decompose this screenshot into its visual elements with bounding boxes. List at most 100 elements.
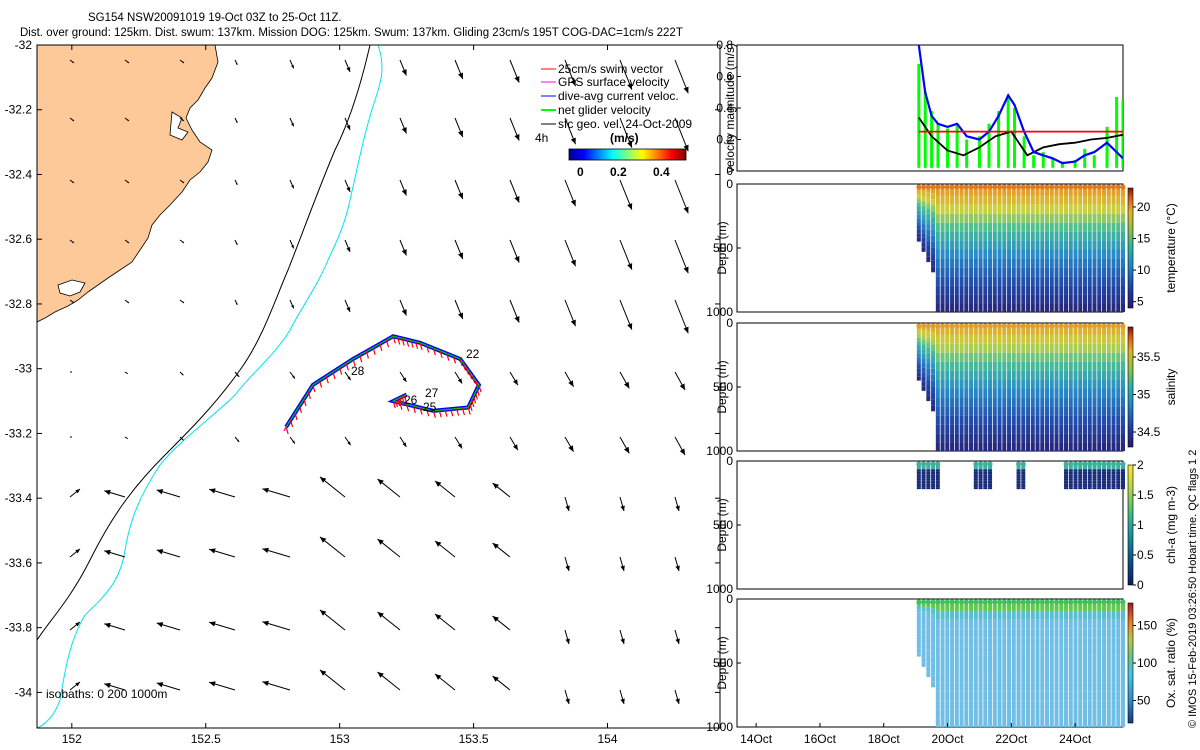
track-label-27: 27: [425, 386, 439, 400]
copyright-note: © IMOS 15-Feb-2019 03:26:50 Hobart time.…: [1187, 450, 1199, 728]
section-surface-marker-oxygen: [1006, 599, 1012, 605]
colorbar-tick-label-oxygen: 50: [1137, 694, 1151, 708]
swim-vector: [478, 384, 482, 393]
swim-vector: [399, 397, 403, 405]
geo-velocity-arrowhead: [182, 301, 184, 303]
section-surface-marker-salinity: [1054, 323, 1060, 329]
section-surface-marker-temperature: [987, 184, 993, 190]
section-surface-marker-oxygen: [978, 599, 984, 605]
legend-label-dac: dive-avg current veloc.: [558, 89, 679, 103]
map-xtick-label: 153: [330, 732, 350, 746]
section-surface-marker-oxygen: [992, 599, 998, 605]
geo-velocity-arrowhead: [182, 119, 184, 121]
swim-vector: [426, 408, 430, 417]
map-legend: 25cm/s swim vector GPS surface velocity …: [535, 62, 692, 179]
legend-label-gps: GPS surface velocity: [558, 75, 669, 89]
section-surface-marker-temperature: [925, 184, 931, 190]
section-surface-marker-salinity: [1006, 323, 1012, 329]
geo-velocity-arrowhead: [402, 442, 407, 447]
swim-vector: [473, 396, 477, 404]
section-ytick-label: 500: [713, 380, 733, 394]
geo-velocity-arrowhead: [675, 698, 680, 704]
section-surface-marker-oxygen: [954, 599, 960, 605]
geo-velocity-arrowhead: [235, 302, 238, 305]
section-surface-marker-salinity: [925, 323, 931, 329]
swim-vector: [285, 426, 289, 435]
swim-vector: [359, 355, 363, 363]
geo-velocity-arrowhead: [319, 536, 327, 543]
swim-vector: [446, 353, 450, 361]
section-surface-marker-temperature: [1001, 184, 1007, 190]
section-ytick-label: 1000: [706, 582, 733, 596]
swim-vector: [462, 363, 466, 371]
colorbar-tick-label-salinity: 34.5: [1137, 425, 1161, 439]
swim-vector: [379, 343, 383, 352]
swim-vector: [397, 337, 401, 345]
geo-velocity-arrowhead: [72, 181, 74, 183]
time-tick-label: 24Oct: [1059, 732, 1092, 746]
section-surface-marker-salinity: [973, 323, 979, 329]
section-surface-marker-temperature: [1077, 184, 1083, 190]
geo-velocity-arrowhead: [75, 549, 80, 554]
velocity-ytick-label: 0: [726, 164, 733, 178]
section-surface-marker-salinity: [1082, 323, 1088, 329]
section-surface-marker-salinity: [930, 323, 936, 329]
section-surface-marker-temperature: [935, 184, 941, 190]
colorbar-tick-0.2: 0.2: [610, 165, 627, 179]
section-ylabel-salinity: Depth (m): [715, 360, 729, 413]
section-surface-marker-oxygen: [916, 599, 922, 605]
map-xtick-label: 152.5: [191, 732, 221, 746]
section-surface-marker-oxygen: [1039, 599, 1045, 605]
geo-velocity-arrowhead: [262, 680, 269, 687]
section-surface-marker-temperature: [1035, 184, 1041, 190]
section-surface-marker-oxygen: [944, 599, 950, 605]
swim-vector: [339, 367, 343, 375]
geo-velocity-arrowhead: [492, 483, 499, 489]
section-surface-marker-temperature: [1106, 184, 1112, 190]
velocity-line-sfc-geo-vel-: [918, 116, 1123, 157]
geo-velocity-arrowhead: [457, 443, 463, 449]
geo-velocity-arrowhead: [377, 671, 384, 678]
section-surface-marker-oxygen: [1087, 599, 1093, 605]
section-surface-marker-oxygen: [930, 599, 936, 605]
map-xtick-label: 152: [62, 732, 82, 746]
map-frame: [36, 44, 721, 729]
geo-velocity-arrowhead: [182, 181, 184, 183]
geo-velocity-arrowhead: [346, 186, 351, 192]
section-surface-marker-temperature: [1006, 184, 1012, 190]
colorbar-tick-label-salinity: 35.5: [1137, 350, 1161, 364]
section-surface-marker-temperature: [1011, 184, 1017, 190]
swim-vector: [414, 341, 419, 349]
geo-velocity-arrowhead: [570, 199, 576, 207]
section-surface-marker-salinity: [1106, 323, 1112, 329]
geo-velocity-arrowhead: [679, 383, 685, 390]
map-xtick-label: 153.5: [459, 732, 489, 746]
colorbar-tick-0: 0: [577, 165, 584, 179]
section-surface-marker-salinity: [944, 323, 950, 329]
map-ytick-label: -33.4: [5, 491, 33, 505]
swim-vector: [444, 409, 448, 417]
swim-vector: [474, 392, 478, 400]
section-surface-marker-temperature: [1025, 184, 1031, 190]
geo-velocity-arrowhead: [377, 538, 384, 545]
section-surface-marker-salinity: [1020, 323, 1026, 329]
section-surface-marker-salinity: [1039, 323, 1045, 329]
geo-velocity-arrowhead: [104, 549, 111, 556]
swim-vector: [406, 339, 410, 347]
section-surface-marker-oxygen: [1058, 599, 1064, 605]
section-surface-marker-oxygen: [1020, 599, 1026, 605]
section-surface-marker-chla: [1101, 461, 1107, 467]
swim-vector: [472, 376, 476, 384]
section-surface-marker-chla: [1016, 461, 1022, 467]
swim-vector: [410, 340, 414, 348]
track-label-26: 26: [404, 393, 418, 407]
colorbar-label-temperature: temperature (°C): [1164, 203, 1178, 293]
colorbar-tick-label-chla: 0: [1137, 578, 1144, 592]
section-surface-marker-oxygen: [1120, 599, 1126, 605]
section-surface-marker-temperature: [1087, 184, 1093, 190]
section-colorbar-temperature: [1127, 187, 1134, 309]
section-surface-marker-oxygen: [1054, 599, 1060, 605]
map-xtick-label: 154: [597, 732, 617, 746]
geo-velocity-arrowhead: [435, 674, 442, 680]
geo-velocity-arrowhead: [291, 122, 294, 127]
